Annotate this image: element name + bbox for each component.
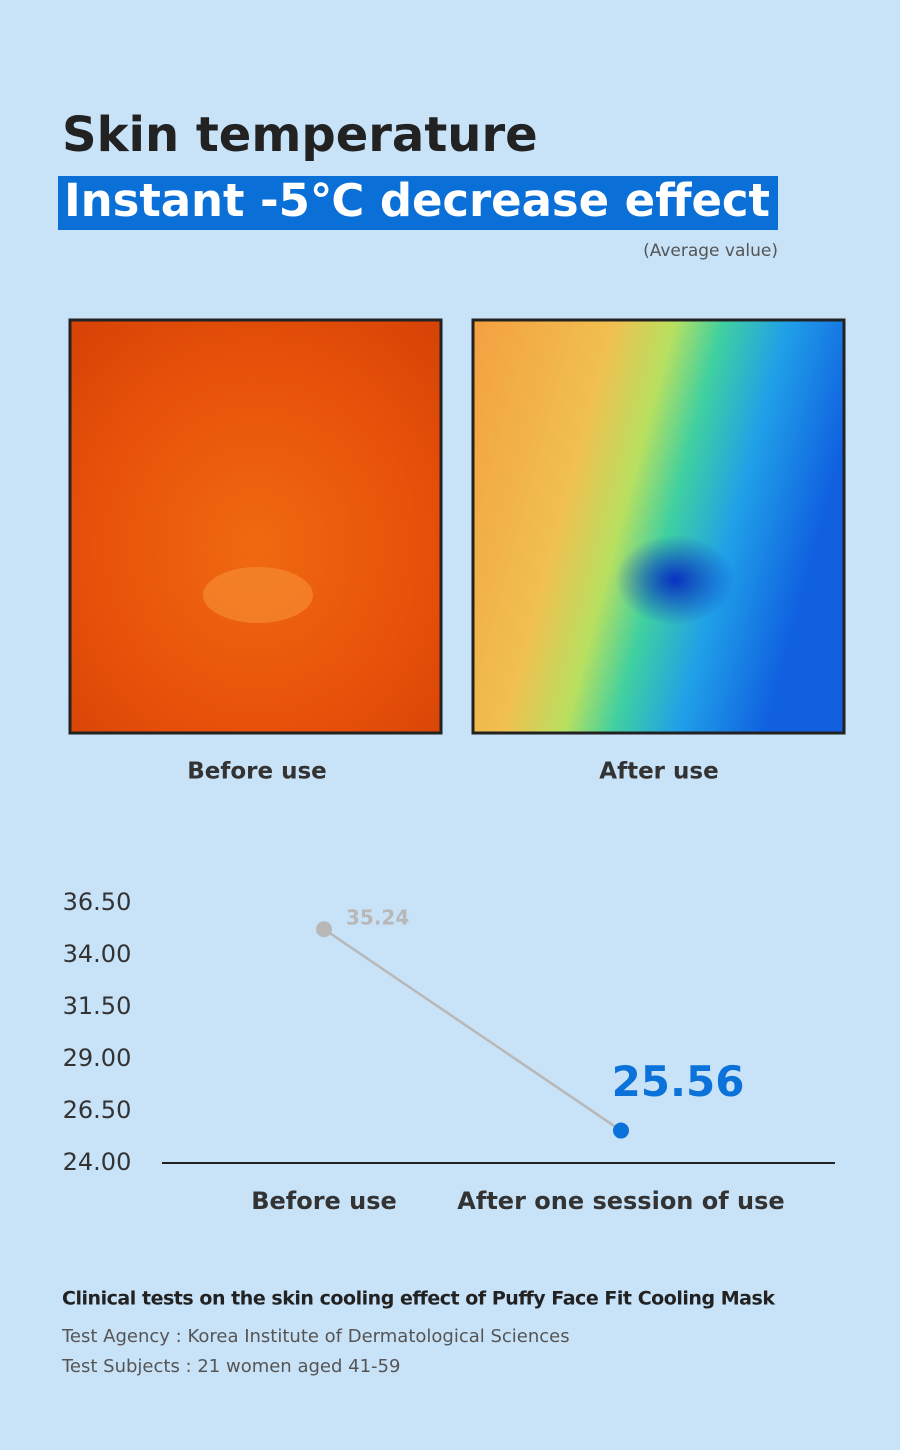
value-label: 25.56 <box>612 1057 745 1106</box>
image-label: Before use <box>187 759 327 785</box>
y-tick-label: 31.50 <box>63 992 132 1020</box>
footer-line: Test Agency : Korea Institute of Dermato… <box>61 1326 570 1347</box>
chart: 24.00 26.50 29.00 31.50 34.00 36.50 35.24 Befor… <box>63 888 835 1215</box>
thermal-detail <box>615 535 735 625</box>
value-label: 35.24 <box>346 906 409 930</box>
x-tick-label: After one session of use <box>457 1187 784 1215</box>
image-label: After use <box>599 759 718 785</box>
thermal-before <box>68 318 443 735</box>
highlight-text: Instant -5℃ decrease effect <box>64 174 770 227</box>
x-tick-label: Before use <box>251 1187 397 1215</box>
title: Skin temperature <box>62 107 538 163</box>
footer-line: Test Subjects : 21 women aged 41-59 <box>61 1356 400 1377</box>
point <box>316 921 332 938</box>
point <box>613 1122 629 1139</box>
note: (Average value) <box>643 241 778 261</box>
footer-heading: Clinical tests on the skin cooling effec… <box>62 1288 775 1310</box>
line <box>323 928 622 1132</box>
y-tick-label: 36.50 <box>63 888 132 916</box>
y-tick-label: 26.50 <box>63 1096 132 1124</box>
y-tick-label: 24.00 <box>63 1148 132 1176</box>
y-tick-label: 34.00 <box>63 940 132 968</box>
thermal-detail <box>203 567 313 623</box>
highlight-box <box>58 176 778 230</box>
thermal-after <box>471 318 846 735</box>
y-tick-label: 29.00 <box>63 1044 132 1072</box>
